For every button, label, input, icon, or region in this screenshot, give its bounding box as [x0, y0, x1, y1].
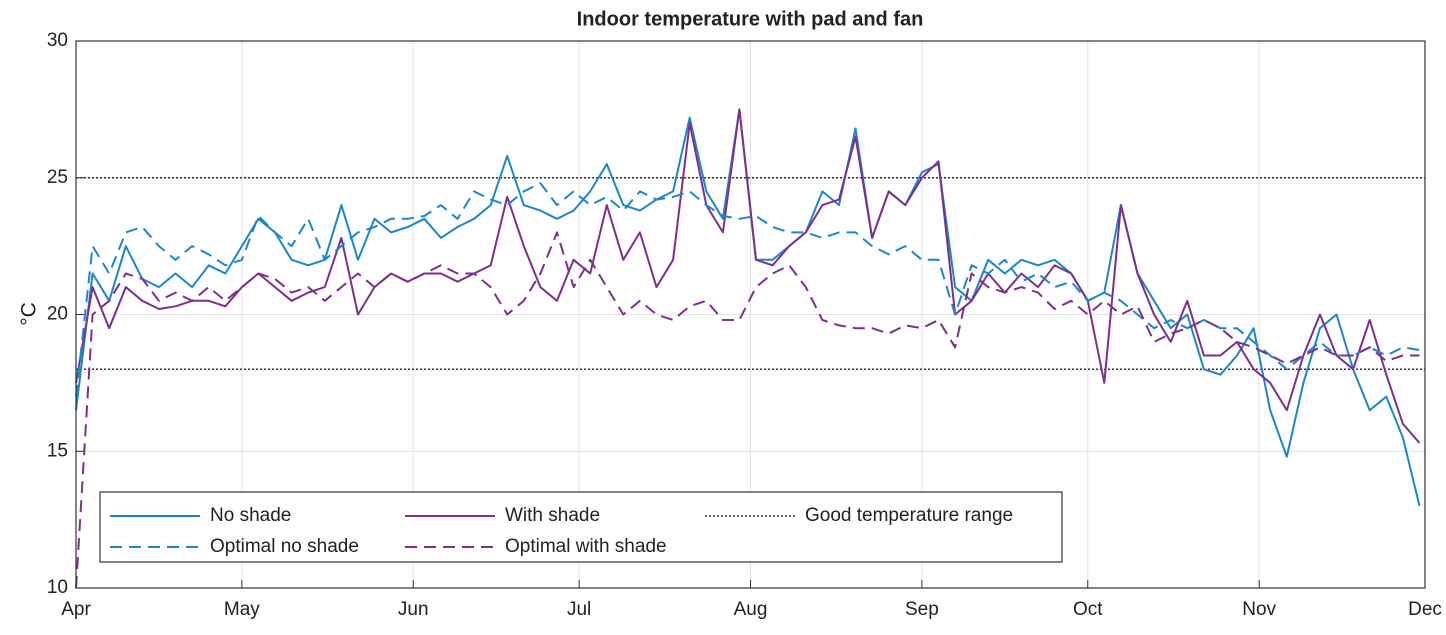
legend-label: Optimal no shade: [210, 536, 359, 557]
y-tick-label: 10: [47, 577, 68, 598]
y-tick-label: 25: [47, 167, 68, 188]
series-line: [75, 182, 1420, 397]
x-tick-label: Jul: [567, 599, 591, 620]
x-tick-label: Oct: [1073, 599, 1103, 620]
legend-label: Optimal with shade: [505, 536, 667, 557]
y-tick-label: 30: [47, 30, 68, 51]
y-tick-label: 20: [47, 304, 68, 325]
x-tick-label: Sep: [905, 599, 939, 620]
x-tick-label: Dec: [1408, 599, 1442, 620]
y-axis-label: °C: [18, 302, 41, 326]
x-tick-label: Nov: [1242, 599, 1276, 620]
legend-box: [99, 491, 1063, 563]
legend-label: Good temperature range: [805, 505, 1013, 526]
series-line: [75, 231, 1420, 589]
legend: No shade With shade Good temperature range…: [99, 491, 1063, 563]
series-line: [75, 108, 1421, 444]
legend-label: No shade: [210, 505, 291, 526]
chart-title: Indoor temperature with pad and fan: [577, 8, 924, 30]
x-tick-label: Jun: [398, 599, 429, 620]
legend-label: With shade: [505, 505, 600, 526]
x-tick-label: Apr: [61, 599, 91, 620]
x-tick-label: Aug: [734, 599, 768, 620]
plot-frame: [75, 40, 1426, 589]
x-tick-label: May: [224, 599, 260, 620]
y-tick-label: 15: [47, 440, 68, 461]
